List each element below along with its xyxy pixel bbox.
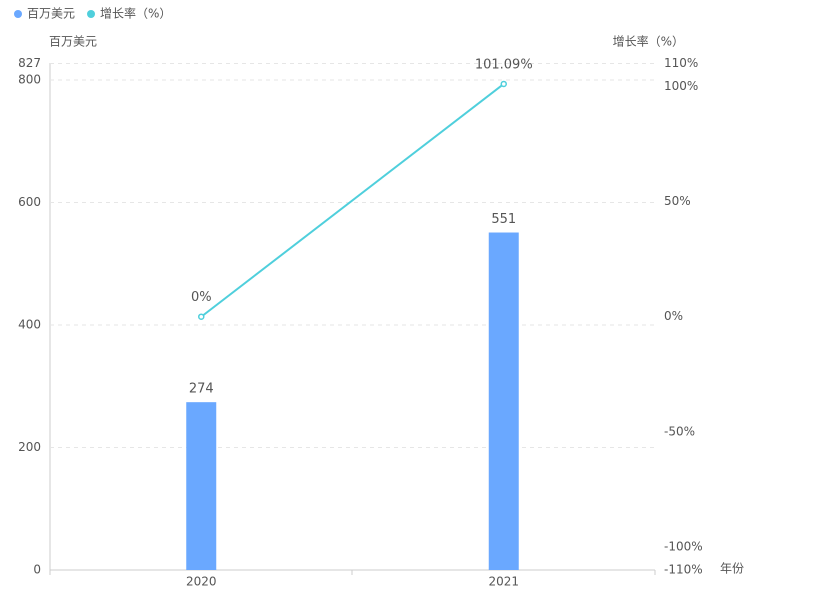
y2-tick-label: 100% — [664, 79, 698, 93]
y-axis-title: 百万美元 — [49, 35, 97, 49]
y2-tick-label: -100% — [664, 539, 703, 553]
y2-tick-label: 110% — [664, 56, 698, 70]
y-tick-label: 200 — [18, 440, 41, 454]
line-value-label: 0% — [191, 290, 212, 305]
y-tick-label: 827 — [18, 56, 41, 70]
y2-tick-label: 0% — [664, 309, 683, 323]
y-tick-label: 0 — [33, 563, 41, 577]
x-tick-label: 2020 — [186, 575, 217, 589]
y2-tick-label: 50% — [664, 194, 691, 208]
line — [200, 83, 505, 318]
x-tick-label: 2021 — [488, 575, 519, 589]
legend-marker — [14, 10, 22, 18]
y2-axis-title: 增长率（%） — [613, 34, 684, 49]
bar — [488, 232, 519, 570]
legend-label: 百万美元 — [27, 7, 75, 21]
y-tick-label: 800 — [18, 73, 41, 87]
line-value-label: 101.09% — [475, 57, 533, 72]
legend-marker — [87, 10, 96, 18]
y-tick-label: 600 — [18, 195, 41, 209]
bar — [186, 402, 217, 570]
bar-value-label: 551 — [491, 212, 516, 227]
bar-value-label: 274 — [189, 382, 214, 397]
x-axis-title: 年份 — [720, 562, 744, 576]
legend-label: 增长率（%） — [100, 6, 171, 21]
line-point — [500, 80, 507, 88]
y-tick-label: 400 — [18, 318, 41, 332]
line-point — [198, 313, 205, 320]
y2-tick-label: -110% — [664, 563, 703, 577]
y2-tick-label: -50% — [664, 424, 695, 438]
